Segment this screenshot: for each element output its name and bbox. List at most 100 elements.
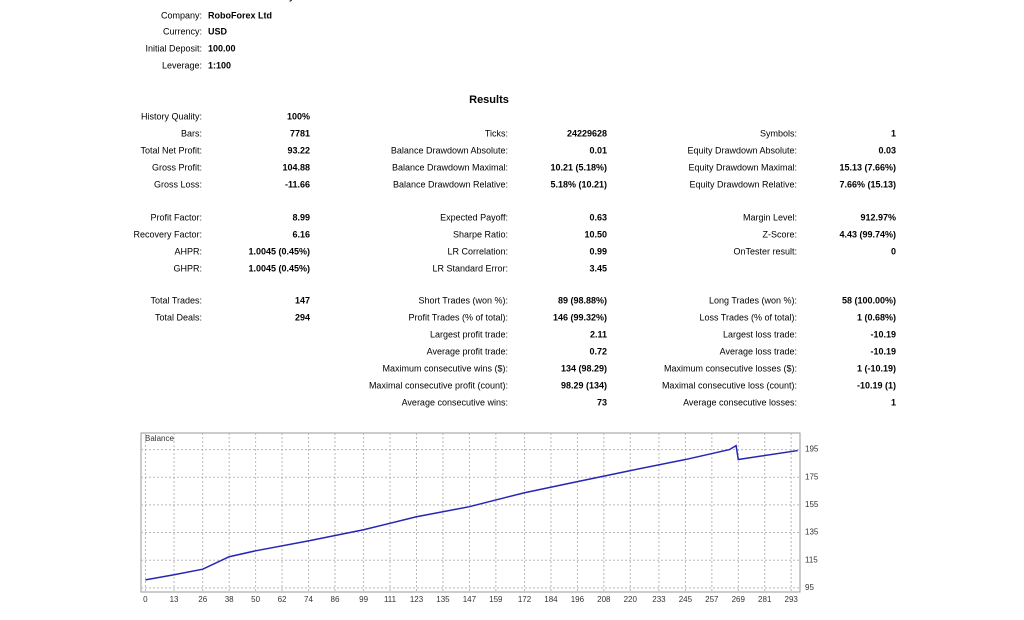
result-label: Average profit trade: [427, 346, 508, 356]
x-tick-label: 281 [758, 595, 772, 604]
chart-title: Balance [145, 434, 174, 443]
result-value: 10.50 [584, 229, 607, 239]
result-label: Equity Drawdown Maximal: [688, 162, 797, 172]
result-label: Gross Loss: [154, 179, 202, 189]
result-value: 0.72 [589, 346, 607, 356]
result-label: Maximum consecutive losses ($): [664, 363, 797, 373]
x-tick-label: 220 [624, 595, 638, 604]
result-label: LR Correlation: [447, 246, 508, 256]
result-value: 93.22 [287, 145, 310, 155]
result-value: -10.19 (1) [857, 380, 896, 390]
result-value: 0 [891, 246, 896, 256]
x-tick-label: 99 [359, 595, 368, 604]
result-value: 1.0045 (0.45%) [248, 246, 310, 256]
result-value: 73 [597, 397, 607, 407]
x-tick-label: 257 [705, 595, 719, 604]
result-value: 7.66% (15.13) [839, 179, 896, 189]
x-tick-label: 184 [544, 595, 558, 604]
x-tick-label: 245 [679, 595, 693, 604]
result-label: Bars: [181, 128, 202, 138]
info-label: Leverage: [162, 60, 202, 70]
result-value: 100% [287, 111, 310, 121]
x-tick-label: 233 [652, 595, 666, 604]
result-value: 146 (99.32%) [553, 312, 607, 322]
result-value: 0.01 [589, 145, 607, 155]
result-label: Maximal consecutive loss (count): [662, 380, 797, 390]
result-label: GHPR: [173, 263, 202, 273]
result-label: Profit Trades (% of total): [408, 312, 508, 322]
result-value: 0.03 [878, 145, 896, 155]
result-label: History Quality: [141, 111, 202, 121]
result-label: Profit Factor: [150, 212, 202, 222]
x-tick-label: 159 [489, 595, 503, 604]
x-tick-label: 269 [732, 595, 746, 604]
result-label: OnTester result: [733, 246, 797, 256]
balance-line [145, 444, 798, 581]
result-label: Margin Level: [743, 212, 797, 222]
result-value: 10.21 (5.18%) [550, 162, 607, 172]
result-label: Equity Drawdown Relative: [689, 179, 797, 189]
result-value: 98.29 (134) [561, 380, 607, 390]
info-line: SessionCloseFridayClose=false [208, 0, 344, 1]
result-label: Z-Score: [762, 229, 797, 239]
result-value: 912.97% [860, 212, 896, 222]
result-value: 5.18% (10.21) [550, 179, 607, 189]
x-tick-label: 26 [198, 595, 207, 604]
result-label: Recovery Factor: [133, 229, 202, 239]
result-value: 8.99 [292, 212, 310, 222]
result-value: 7781 [290, 128, 310, 138]
x-tick-label: 208 [597, 595, 611, 604]
result-label: Long Trades (won %): [709, 295, 797, 305]
result-label: Sharpe Ratio: [453, 229, 508, 239]
result-label: Largest loss trade: [723, 329, 797, 339]
x-tick-label: 147 [463, 595, 477, 604]
x-tick-label: 86 [331, 595, 340, 604]
result-label: Maximum consecutive wins ($): [382, 363, 508, 373]
result-label: Balance Drawdown Maximal: [392, 162, 508, 172]
result-value: 134 (98.29) [561, 363, 607, 373]
y-tick-label: 95 [805, 583, 814, 592]
x-tick-label: 111 [384, 595, 397, 604]
result-label: Average loss trade: [720, 346, 797, 356]
x-tick-label: 0 [143, 595, 148, 604]
result-label: Largest profit trade: [430, 329, 508, 339]
result-value: 3.45 [589, 263, 607, 273]
result-value: 0.63 [589, 212, 607, 222]
result-label: Short Trades (won %): [418, 295, 508, 305]
result-label: Expected Payoff: [440, 212, 508, 222]
result-value: 147 [295, 295, 310, 305]
result-label: Gross Profit: [152, 162, 202, 172]
result-value: 24229628 [567, 128, 607, 138]
x-tick-label: 74 [304, 595, 313, 604]
x-tick-label: 135 [436, 595, 450, 604]
result-value: 58 (100.00%) [842, 295, 896, 305]
result-label: Balance Drawdown Relative: [393, 179, 508, 189]
info-label: Company: [161, 10, 202, 20]
y-tick-label: 135 [805, 528, 819, 537]
result-value: 2.11 [590, 329, 607, 339]
y-tick-label: 115 [805, 555, 818, 564]
result-value: 1 [891, 397, 896, 407]
info-label: Currency: [163, 26, 202, 36]
result-value: 89 (98.88%) [558, 295, 607, 305]
result-label: Total Net Profit: [140, 145, 202, 155]
result-value: 0.99 [589, 246, 607, 256]
result-value: 1.0045 (0.45%) [248, 263, 310, 273]
info-value: USD [208, 26, 228, 36]
result-label: Loss Trades (% of total): [699, 312, 797, 322]
result-value: 15.13 (7.66%) [839, 162, 896, 172]
result-label: Symbols: [760, 128, 797, 138]
result-value: 1 (-10.19) [857, 363, 896, 373]
info-label: Initial Deposit: [145, 43, 202, 53]
info-value: 100.00 [208, 43, 236, 53]
x-tick-label: 172 [518, 595, 532, 604]
chart-frame [140, 432, 801, 593]
results-title: Results [469, 94, 509, 106]
x-tick-label: 293 [785, 595, 799, 604]
y-tick-label: 175 [805, 472, 819, 481]
result-value: -10.19 [870, 346, 896, 356]
result-value: -11.66 [285, 179, 310, 189]
result-value: 4.43 (99.74%) [839, 229, 896, 239]
result-label: Equity Drawdown Absolute: [687, 145, 797, 155]
